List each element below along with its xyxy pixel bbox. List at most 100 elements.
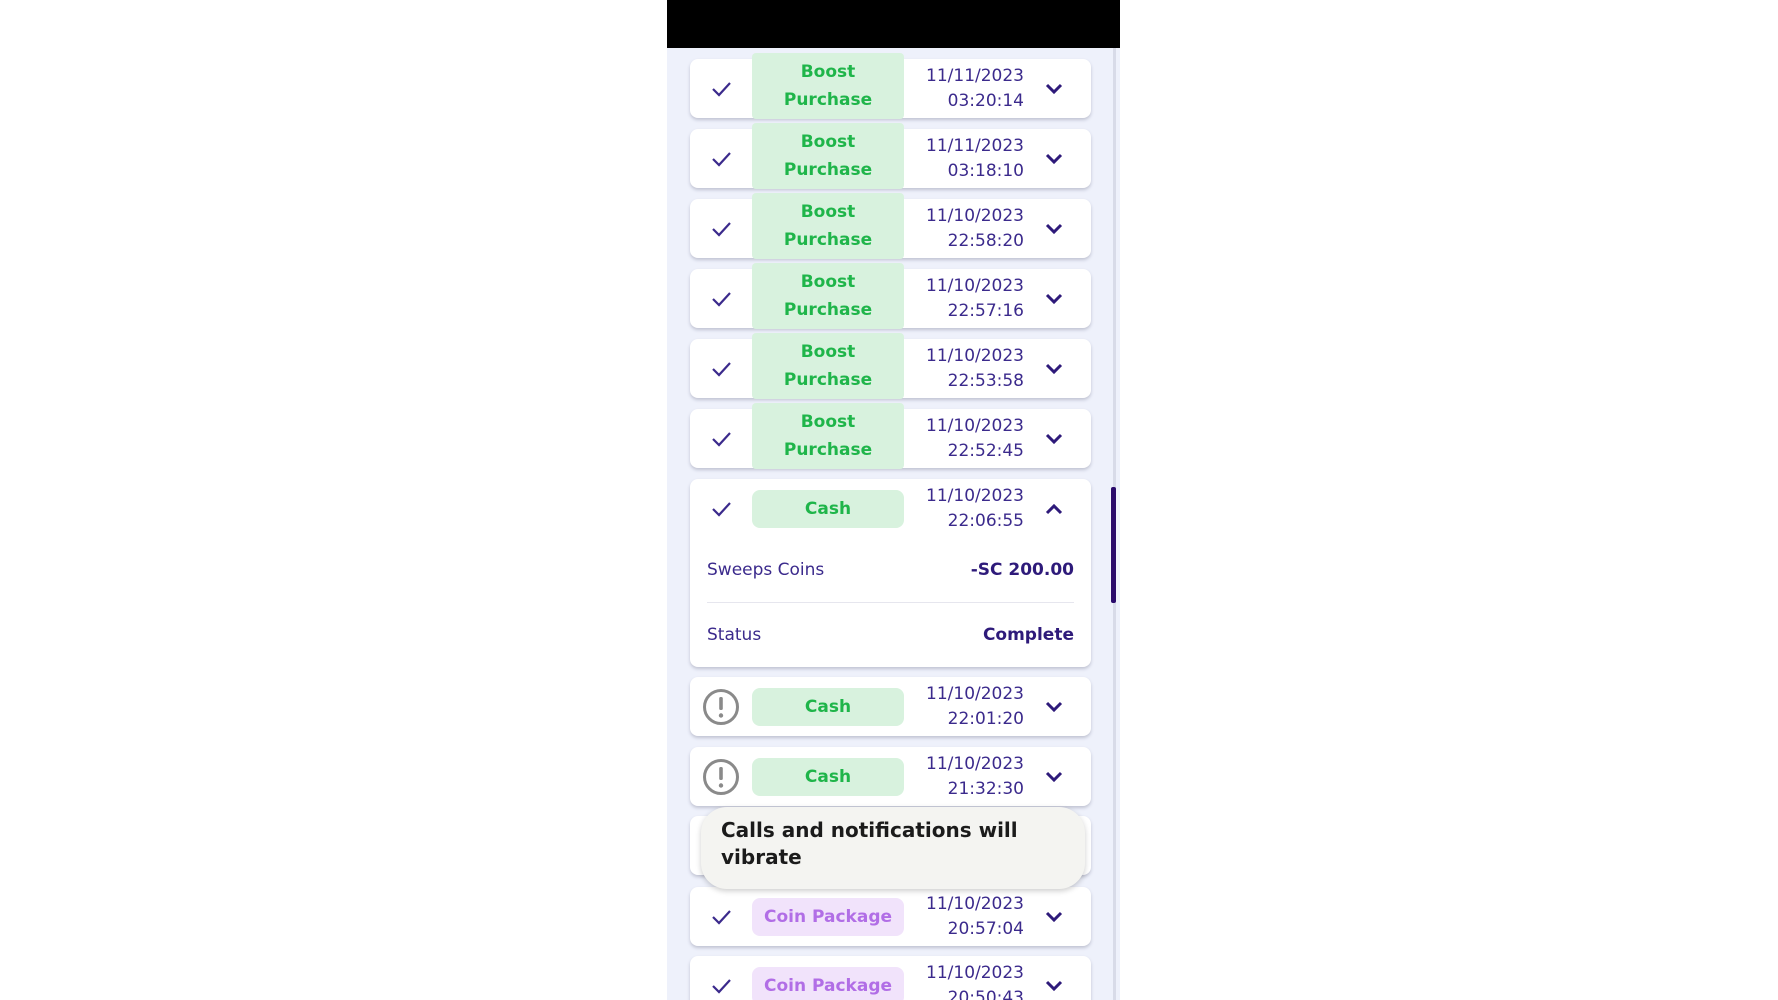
type-badge: Boost Purchase [752, 403, 904, 469]
chevron-down-icon[interactable] [1042, 147, 1066, 171]
detail-row: Status Complete [707, 602, 1074, 667]
type-badge: Cash [752, 758, 904, 796]
transaction-date: 11/10/2023 [926, 894, 1024, 914]
phone-screen: Boost Purchase 11/11/2023 03:20:14 Boost Pu… [667, 0, 1120, 1000]
type-badge-line2: Purchase [783, 370, 873, 390]
check-icon [702, 420, 740, 458]
type-badge: Cash [752, 688, 904, 726]
transaction-header[interactable]: Boost Purchase 11/10/2023 22:57:16 [690, 263, 1091, 329]
transaction-date: 11/10/2023 [926, 206, 1024, 226]
check-icon [702, 70, 740, 108]
type-badge: Boost Purchase [752, 263, 904, 329]
transaction-header[interactable]: Coin Package 11/10/2023 20:50:43 [690, 956, 1091, 1000]
type-badge-line1: Boost [800, 342, 856, 362]
type-badge-line2: Purchase [783, 90, 873, 110]
chevron-up-icon[interactable] [1042, 497, 1066, 521]
transaction-date: 11/11/2023 [926, 136, 1024, 156]
check-icon [702, 210, 740, 248]
transaction-header[interactable]: Coin Package 11/10/2023 20:57:04 [690, 887, 1091, 946]
chevron-down-icon[interactable] [1042, 217, 1066, 241]
chevron-down-icon[interactable] [1042, 974, 1066, 998]
transaction-time: 22:06:55 [947, 511, 1024, 531]
chevron-down-icon[interactable] [1042, 695, 1066, 719]
transaction-header[interactable]: Boost Purchase 11/11/2023 03:20:14 [690, 53, 1091, 119]
check-icon [702, 350, 740, 388]
transaction-card[interactable]: Cash 11/10/2023 22:06:55 Sweeps Coins -SC … [690, 479, 1091, 667]
transaction-datetime: 11/10/2023 20:50:43 [926, 961, 1024, 1000]
transaction-card[interactable]: Boost Purchase 11/11/2023 03:20:14 [690, 53, 1091, 119]
type-badge: Coin Package [752, 898, 904, 936]
detail-value: Complete [982, 625, 1074, 645]
transaction-card[interactable]: Boost Purchase 11/10/2023 22:52:45 [690, 403, 1091, 469]
transaction-date: 11/10/2023 [926, 416, 1024, 436]
transaction-time: 21:32:30 [947, 779, 1024, 799]
transaction-card[interactable]: Boost Purchase 11/10/2023 22:57:16 [690, 263, 1091, 329]
status-bar [667, 0, 1120, 48]
transaction-header[interactable]: Cash 11/10/2023 22:01:20 [690, 677, 1091, 736]
type-badge: Boost Purchase [752, 53, 904, 119]
transaction-card[interactable]: Boost Purchase 11/10/2023 22:58:20 [690, 193, 1091, 259]
transaction-details: Sweeps Coins -SC 200.00 Status Complete [690, 538, 1091, 667]
chevron-down-icon[interactable] [1042, 427, 1066, 451]
transaction-time: 20:57:04 [947, 919, 1024, 939]
type-badge-line1: Boost [800, 412, 856, 432]
transaction-time: 20:50:43 [947, 988, 1024, 1000]
check-icon [702, 140, 740, 178]
transaction-header[interactable]: Boost Purchase 11/10/2023 22:58:20 [690, 193, 1091, 259]
transaction-date: 11/10/2023 [926, 963, 1024, 983]
transaction-datetime: 11/10/2023 22:06:55 [926, 484, 1024, 534]
transaction-datetime: 11/10/2023 21:32:30 [926, 752, 1024, 802]
transaction-date: 11/10/2023 [926, 346, 1024, 366]
transaction-date: 11/10/2023 [926, 754, 1024, 774]
transaction-card[interactable]: Coin Package 11/10/2023 20:50:43 [690, 956, 1091, 1000]
check-icon [702, 490, 740, 528]
transaction-header[interactable]: Cash 11/10/2023 22:06:55 [690, 479, 1091, 538]
type-badge: Cash [752, 490, 904, 528]
type-badge-line2: Purchase [783, 160, 873, 180]
check-icon [702, 967, 740, 1000]
transaction-time: 03:18:10 [947, 161, 1024, 181]
transaction-date: 11/10/2023 [926, 486, 1024, 506]
check-icon [702, 280, 740, 318]
transaction-datetime: 11/10/2023 22:58:20 [926, 204, 1024, 254]
transaction-card[interactable]: Boost Purchase 11/10/2023 22:53:58 [690, 333, 1091, 399]
transaction-time: 22:53:58 [947, 371, 1024, 391]
chevron-down-icon[interactable] [1042, 77, 1066, 101]
chevron-down-icon[interactable] [1042, 905, 1066, 929]
scrollbar-thumb[interactable] [1111, 487, 1116, 603]
detail-row: Sweeps Coins -SC 200.00 [707, 538, 1074, 602]
type-badge: Boost Purchase [752, 333, 904, 399]
type-badge: Boost Purchase [752, 193, 904, 259]
toast-text: Calls and notifications will vibrate [721, 818, 1018, 869]
transaction-time: 22:52:45 [947, 441, 1024, 461]
transaction-time: 22:01:20 [947, 709, 1024, 729]
transaction-time: 22:57:16 [947, 301, 1024, 321]
detail-label: Status [707, 625, 762, 645]
detail-value: -SC 200.00 [970, 560, 1074, 580]
transaction-date: 11/11/2023 [926, 66, 1024, 86]
transaction-header[interactable]: Boost Purchase 11/10/2023 22:53:58 [690, 333, 1091, 399]
transaction-header[interactable]: Cash 11/10/2023 21:32:30 [690, 747, 1091, 806]
transaction-date: 11/10/2023 [926, 684, 1024, 704]
transaction-date: 11/10/2023 [926, 276, 1024, 296]
transaction-card[interactable]: Coin Package 11/10/2023 20:57:04 [690, 887, 1091, 946]
chevron-down-icon[interactable] [1042, 765, 1066, 789]
type-badge: Boost Purchase [752, 123, 904, 189]
detail-label: Sweeps Coins [707, 560, 825, 580]
transaction-card[interactable]: Cash 11/10/2023 21:32:30 [690, 747, 1091, 806]
transaction-time: 03:20:14 [947, 91, 1024, 111]
transaction-time: 22:58:20 [947, 231, 1024, 251]
transaction-header[interactable]: Boost Purchase 11/10/2023 22:52:45 [690, 403, 1091, 469]
warning-icon [702, 688, 740, 726]
transaction-card[interactable]: Boost Purchase 11/11/2023 03:18:10 [690, 123, 1091, 189]
transaction-header[interactable]: Boost Purchase 11/11/2023 03:18:10 [690, 123, 1091, 189]
chevron-down-icon[interactable] [1042, 287, 1066, 311]
type-badge-line1: Boost [800, 272, 856, 292]
chevron-down-icon[interactable] [1042, 357, 1066, 381]
type-badge: Coin Package [752, 967, 904, 1000]
transaction-card[interactable]: Cash 11/10/2023 22:01:20 [690, 677, 1091, 736]
transaction-datetime: 11/10/2023 22:52:45 [926, 414, 1024, 464]
transaction-datetime: 11/10/2023 22:01:20 [926, 682, 1024, 732]
type-badge-line1: Boost [800, 132, 856, 152]
type-badge-line1: Boost [800, 202, 856, 222]
